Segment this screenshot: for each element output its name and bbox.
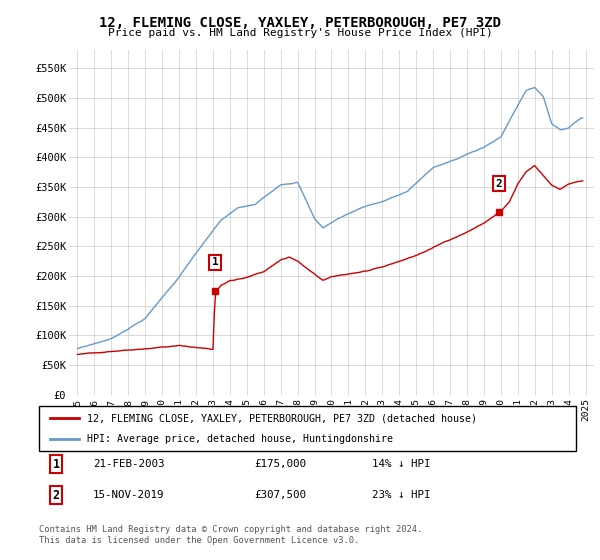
Text: Contains HM Land Registry data © Crown copyright and database right 2024.
This d: Contains HM Land Registry data © Crown c… (39, 525, 422, 545)
Text: £307,500: £307,500 (254, 490, 306, 500)
Text: £175,000: £175,000 (254, 459, 306, 469)
Text: 15-NOV-2019: 15-NOV-2019 (93, 490, 164, 500)
Text: 1: 1 (212, 258, 218, 267)
Text: HPI: Average price, detached house, Huntingdonshire: HPI: Average price, detached house, Hunt… (88, 433, 394, 444)
Text: 12, FLEMING CLOSE, YAXLEY, PETERBOROUGH, PE7 3ZD (detached house): 12, FLEMING CLOSE, YAXLEY, PETERBOROUGH,… (88, 413, 478, 423)
Text: 12, FLEMING CLOSE, YAXLEY, PETERBOROUGH, PE7 3ZD: 12, FLEMING CLOSE, YAXLEY, PETERBOROUGH,… (99, 16, 501, 30)
Text: 2: 2 (495, 179, 502, 189)
Text: Price paid vs. HM Land Registry's House Price Index (HPI): Price paid vs. HM Land Registry's House … (107, 28, 493, 38)
Text: 1: 1 (52, 458, 59, 471)
Text: 14% ↓ HPI: 14% ↓ HPI (372, 459, 430, 469)
Text: 2: 2 (52, 489, 59, 502)
Text: 23% ↓ HPI: 23% ↓ HPI (372, 490, 430, 500)
Text: 21-FEB-2003: 21-FEB-2003 (93, 459, 164, 469)
